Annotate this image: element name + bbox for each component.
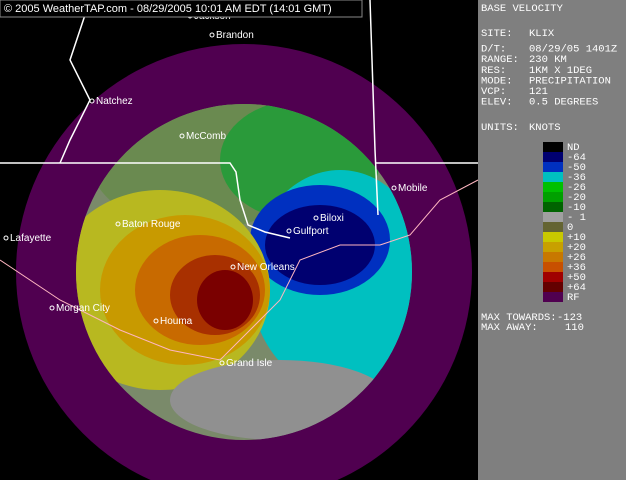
legend-swatch xyxy=(543,182,563,192)
city-marker xyxy=(219,360,225,366)
city-label: New Orleans xyxy=(237,262,295,273)
city-marker xyxy=(179,133,185,139)
field-value: PRECIPITATION xyxy=(529,75,611,87)
field-value: KLIX xyxy=(529,28,555,40)
header-title: © 2005 WeatherTAP.com - 08/29/2005 10:01… xyxy=(4,3,332,15)
city-label: Morgan City xyxy=(56,303,110,314)
legend-label: +10 xyxy=(567,232,586,244)
city-marker xyxy=(286,228,292,234)
max-value: -123 xyxy=(557,312,582,324)
city-marker xyxy=(391,185,397,191)
city-label: Biloxi xyxy=(320,213,344,224)
field-label: D/T: xyxy=(481,44,506,56)
legend-swatch xyxy=(543,242,563,252)
field-value: 1KM X 1DEG xyxy=(529,65,592,77)
legend-label: RF xyxy=(567,292,580,304)
legend-label: -20 xyxy=(567,192,586,204)
legend-swatch xyxy=(543,162,563,172)
legend-label: +50 xyxy=(567,272,586,284)
legend-swatch xyxy=(543,272,563,282)
city-marker xyxy=(153,318,159,324)
city-label: Mobile xyxy=(398,183,428,194)
max-label: MAX AWAY: xyxy=(481,322,538,334)
city-label: Baton Rouge xyxy=(122,219,181,230)
max-value: 110 xyxy=(565,322,584,334)
field-label: VCP: xyxy=(481,86,506,98)
legend-label: +36 xyxy=(567,262,586,274)
city-label: Natchez xyxy=(96,96,133,107)
field-value: 121 xyxy=(529,86,548,98)
field-label: SITE: xyxy=(481,28,513,40)
header-bar xyxy=(0,0,363,18)
city-marker xyxy=(49,305,55,311)
legend-label: +26 xyxy=(567,252,586,264)
city-marker xyxy=(209,32,215,38)
city-labels: JacksonBrandonNatchezMcCombMobileBiloxiG… xyxy=(3,11,428,369)
legend-swatch xyxy=(543,252,563,262)
legend-label: - 1 xyxy=(567,212,586,224)
legend-label: +64 xyxy=(567,282,586,294)
legend-swatch xyxy=(543,152,563,162)
city-marker xyxy=(89,98,95,104)
legend-swatch xyxy=(543,172,563,182)
city-label: Lafayette xyxy=(10,233,52,244)
city-label: Houma xyxy=(160,316,193,327)
field-value: KNOTS xyxy=(529,122,561,134)
city-marker xyxy=(115,221,121,227)
info-panel: BASE VELOCITY SITE: KLIX D/T: 08/29/05 1401… xyxy=(478,0,626,480)
field-value: 08/29/05 1401Z xyxy=(529,44,617,56)
legend-swatch xyxy=(543,142,563,152)
field-label: UNITS: xyxy=(481,122,519,134)
legend-label: 0 xyxy=(567,222,573,234)
panel-title: BASE VELOCITY xyxy=(481,3,564,15)
field-label: RES: xyxy=(481,65,506,77)
legend-label: -64 xyxy=(567,152,586,164)
field-label: MODE: xyxy=(481,75,513,87)
city-marker xyxy=(313,215,319,221)
coastline xyxy=(0,179,478,361)
legend-swatch xyxy=(543,192,563,202)
city-label: Grand Isle xyxy=(226,358,273,369)
legend-label: +20 xyxy=(567,242,586,254)
field-label: RANGE: xyxy=(481,54,519,66)
field-value: 230 KM xyxy=(529,54,567,66)
city-label: McComb xyxy=(186,131,226,142)
field-value: 0.5 DEGREES xyxy=(529,97,598,109)
field-label: ELEV: xyxy=(481,97,513,109)
legend-swatch xyxy=(543,222,563,232)
max-label: MAX TOWARDS: xyxy=(481,312,557,324)
legend-swatch xyxy=(543,212,563,222)
legend-label: -10 xyxy=(567,202,586,214)
legend-swatch xyxy=(543,232,563,242)
legend-label: -26 xyxy=(567,182,586,194)
legend-label: ND xyxy=(567,142,580,154)
city-marker xyxy=(3,235,9,241)
legend-label: -36 xyxy=(567,172,586,184)
city-marker xyxy=(230,264,236,270)
legend-swatch xyxy=(543,262,563,272)
legend-swatch xyxy=(543,282,563,292)
city-label: Gulfport xyxy=(293,226,329,237)
legend-swatch xyxy=(543,202,563,212)
city-label: Brandon xyxy=(216,30,254,41)
radar-map xyxy=(0,0,478,480)
legend-swatch xyxy=(543,292,563,302)
legend-label: -50 xyxy=(567,162,586,174)
